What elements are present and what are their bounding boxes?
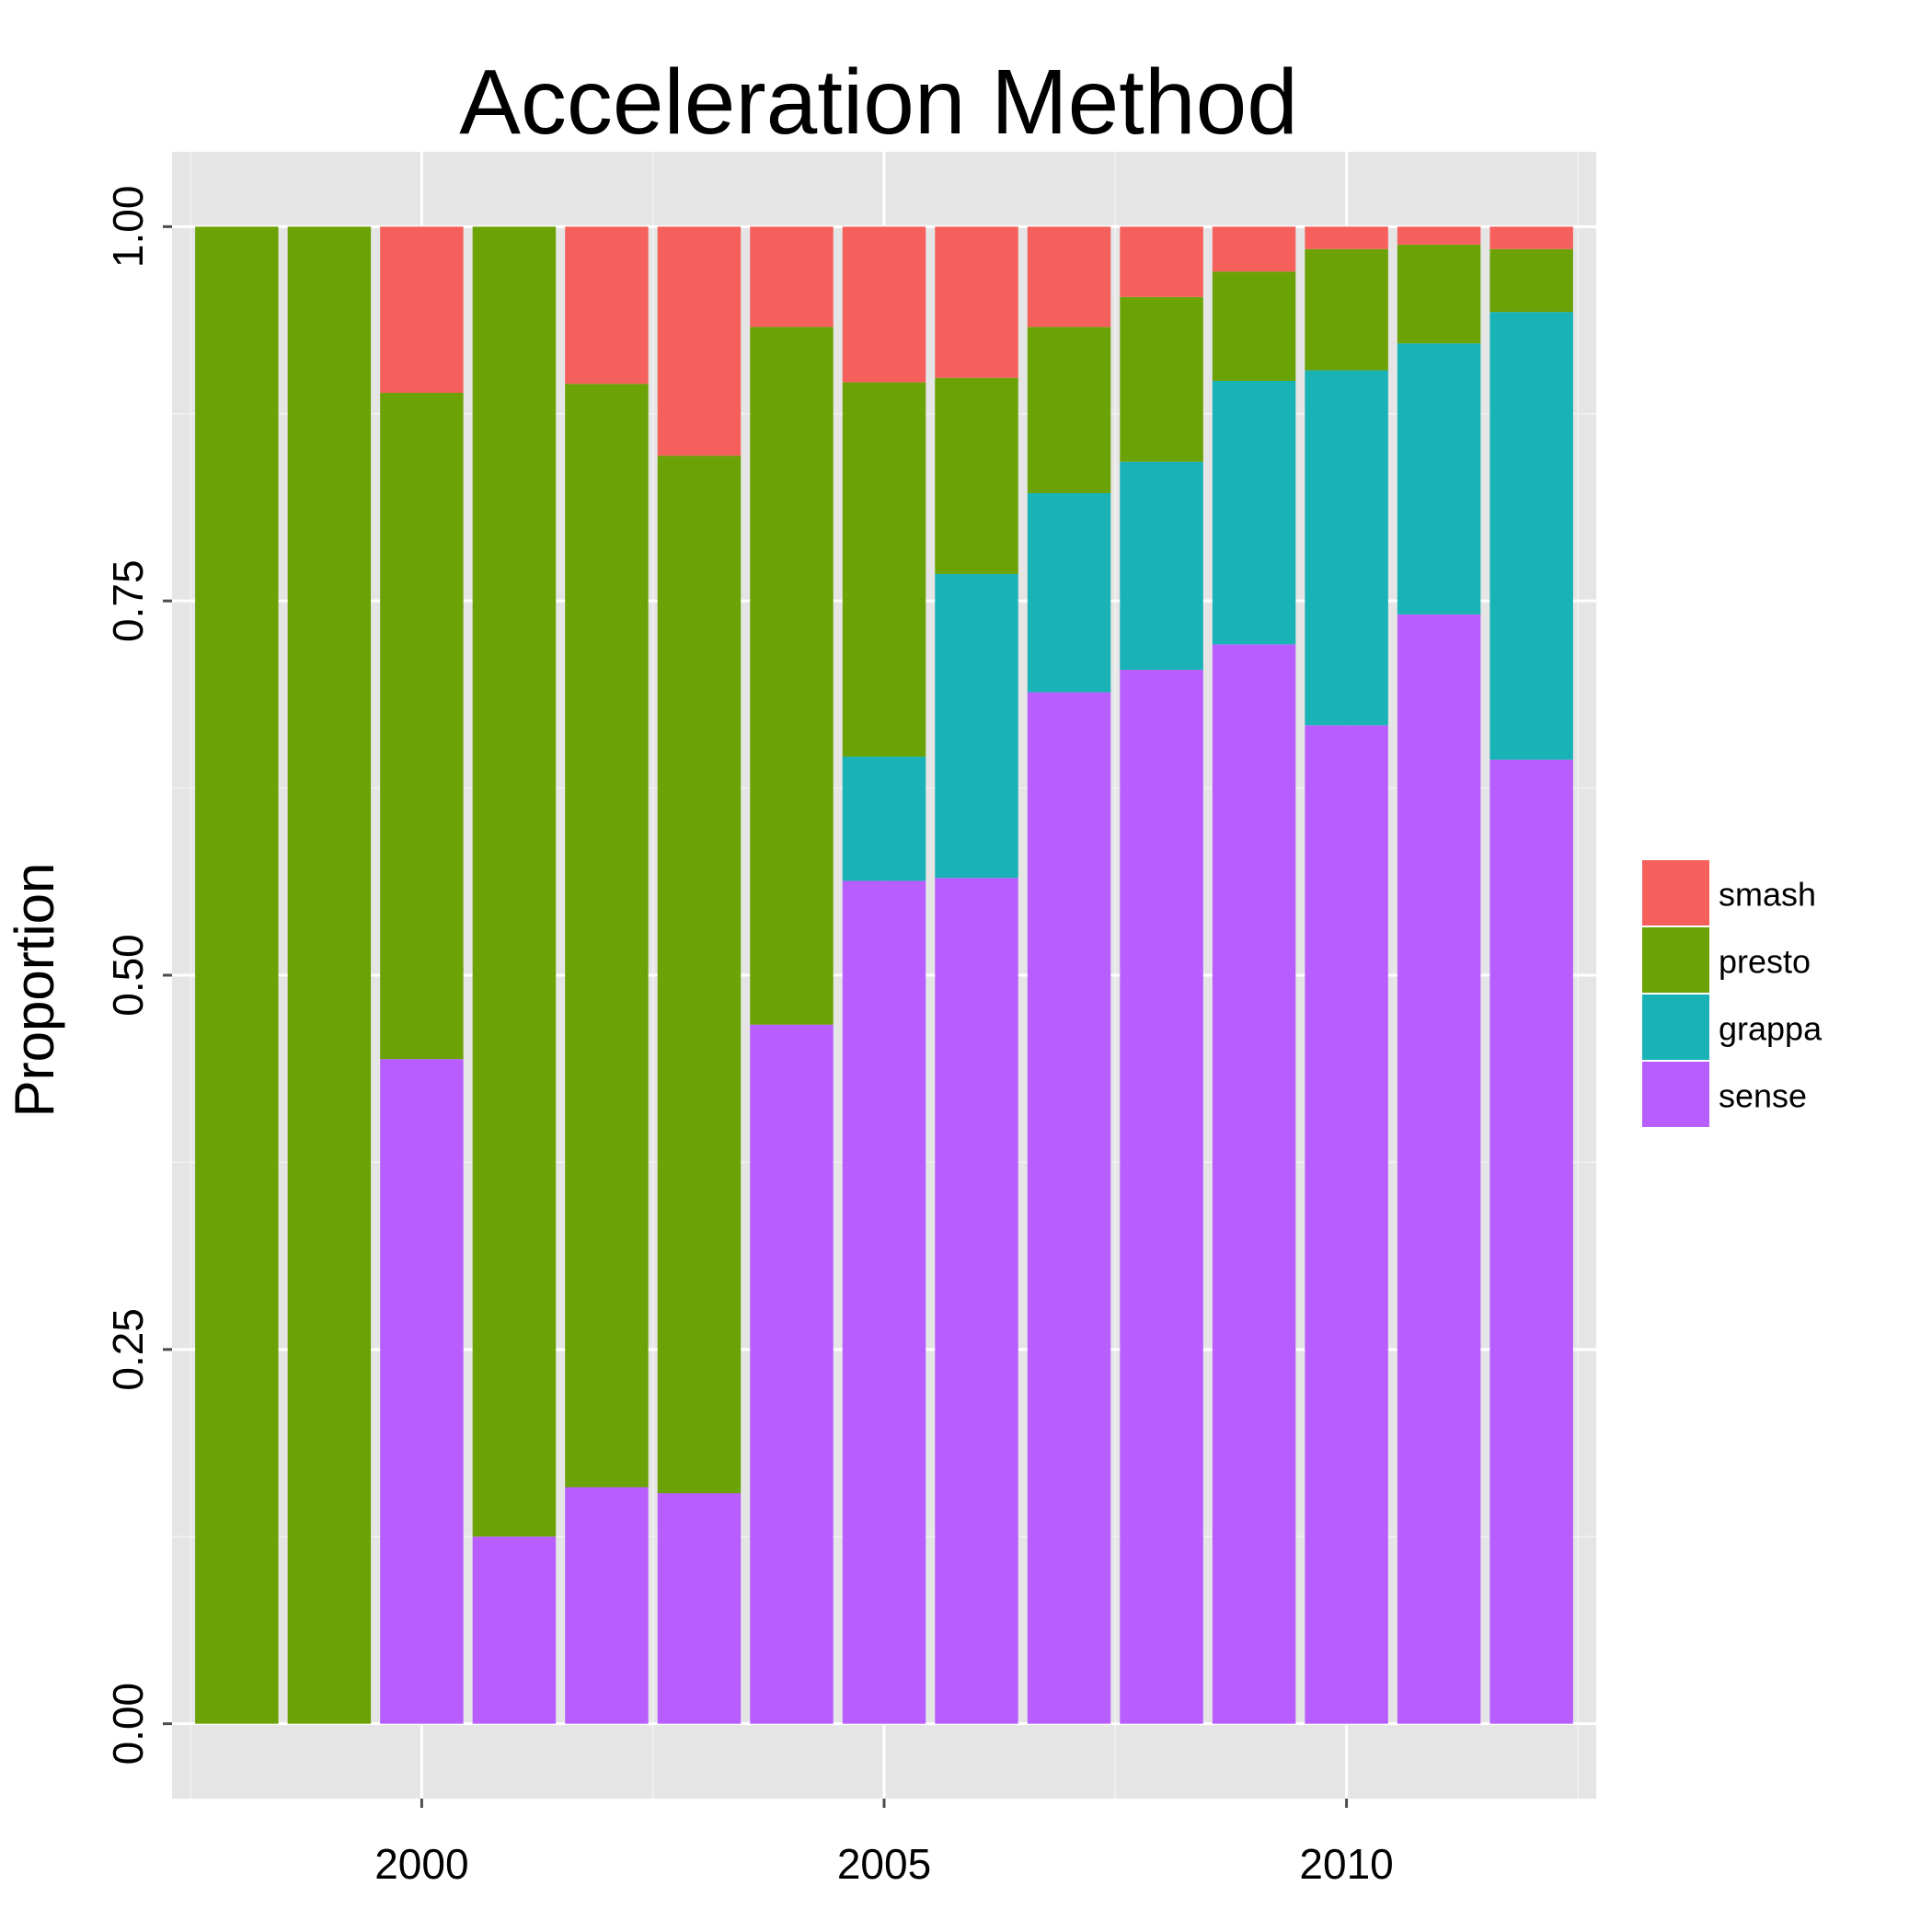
legend-label-presto: presto bbox=[1719, 943, 1811, 981]
bar-smash-2010 bbox=[1305, 226, 1388, 249]
bar-smash-2004 bbox=[750, 226, 834, 328]
bar-presto-2007 bbox=[1027, 327, 1111, 494]
bar-sense-2009 bbox=[1212, 644, 1296, 1724]
bar-sense-2001 bbox=[472, 1536, 557, 1724]
legend: smash presto grappa sense bbox=[1642, 860, 1823, 1127]
bar-presto-2001 bbox=[472, 226, 557, 1537]
bar-smash-2011 bbox=[1397, 226, 1481, 245]
bar-smash-2007 bbox=[1027, 226, 1111, 328]
legend-key-sense bbox=[1642, 1062, 1709, 1127]
y-tick-label: 0.25 bbox=[104, 1308, 152, 1391]
bar-smash-2012 bbox=[1489, 226, 1573, 249]
bar-presto-2003 bbox=[657, 455, 742, 1494]
x-tick-label: 2005 bbox=[837, 1840, 931, 1888]
bars bbox=[195, 226, 1573, 1724]
bar-presto-2011 bbox=[1397, 244, 1481, 344]
bar-presto-1998 bbox=[195, 226, 279, 1724]
bar-smash-2002 bbox=[565, 226, 649, 385]
bar-sense-2006 bbox=[935, 878, 1018, 1724]
bar-sense-2000 bbox=[380, 1059, 464, 1724]
bar-grappa-2006 bbox=[935, 573, 1018, 879]
bar-grappa-2007 bbox=[1027, 493, 1111, 693]
x-tick-label: 2010 bbox=[1299, 1840, 1393, 1888]
legend-key-presto bbox=[1642, 927, 1709, 993]
y-tick-label: 0.00 bbox=[104, 1683, 152, 1765]
bar-presto-2010 bbox=[1305, 248, 1388, 371]
bar-sense-2008 bbox=[1120, 670, 1203, 1724]
bar-presto-2004 bbox=[750, 327, 834, 1025]
bar-presto-2008 bbox=[1120, 296, 1203, 462]
bar-smash-2008 bbox=[1120, 226, 1203, 297]
bar-grappa-2012 bbox=[1489, 312, 1573, 760]
bar-sense-2010 bbox=[1305, 725, 1388, 1724]
bar-sense-2005 bbox=[842, 880, 926, 1724]
bar-presto-2000 bbox=[380, 392, 464, 1060]
bar-smash-2003 bbox=[657, 226, 742, 456]
bar-smash-2009 bbox=[1212, 226, 1296, 272]
bar-sense-2002 bbox=[565, 1487, 649, 1724]
bar-grappa-2011 bbox=[1397, 343, 1481, 615]
bar-grappa-2005 bbox=[842, 756, 926, 881]
bar-presto-2012 bbox=[1489, 248, 1573, 313]
legend-label-smash: smash bbox=[1719, 876, 1816, 914]
bar-grappa-2008 bbox=[1120, 461, 1203, 671]
bar-smash-2006 bbox=[935, 226, 1018, 378]
bar-presto-2005 bbox=[842, 382, 926, 757]
axes: 0.00 0.25 0.50 0.75 1.00 2000 2005 2010 bbox=[104, 186, 1394, 1888]
y-tick-label: 0.50 bbox=[104, 934, 152, 1017]
bar-sense-2004 bbox=[750, 1024, 834, 1724]
y-tick-label: 0.75 bbox=[104, 559, 152, 642]
legend-label-sense: sense bbox=[1719, 1077, 1807, 1115]
legend-label-grappa: grappa bbox=[1719, 1010, 1823, 1048]
bar-smash-2005 bbox=[842, 226, 926, 383]
legend-key-smash bbox=[1642, 860, 1709, 926]
bar-grappa-2010 bbox=[1305, 370, 1388, 726]
bar-presto-2002 bbox=[565, 384, 649, 1488]
bar-presto-2009 bbox=[1212, 271, 1296, 381]
y-tick-label: 1.00 bbox=[104, 186, 152, 269]
legend-key-grappa bbox=[1642, 995, 1709, 1060]
chart-title: Acceleration Method bbox=[459, 51, 1298, 154]
bar-presto-2006 bbox=[935, 377, 1018, 574]
bar-presto-1999 bbox=[287, 226, 372, 1724]
bar-sense-2012 bbox=[1489, 759, 1573, 1724]
bar-sense-2011 bbox=[1397, 614, 1481, 1724]
bar-grappa-2009 bbox=[1212, 380, 1296, 645]
bar-sense-2003 bbox=[657, 1493, 742, 1724]
bar-smash-2000 bbox=[380, 226, 464, 393]
y-axis-title: Proportion bbox=[4, 863, 65, 1118]
x-tick-label: 2000 bbox=[374, 1840, 468, 1888]
bar-sense-2007 bbox=[1027, 692, 1111, 1724]
